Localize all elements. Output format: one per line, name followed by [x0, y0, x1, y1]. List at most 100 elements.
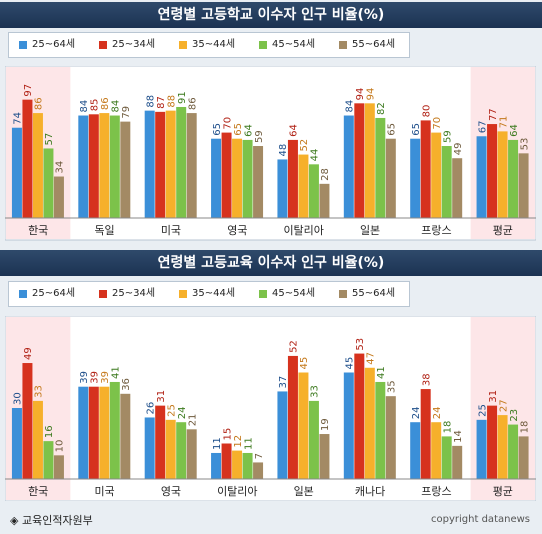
data-label: 71: [498, 116, 509, 129]
data-label: 12: [233, 435, 244, 448]
data-label: 88: [145, 95, 156, 108]
bar: [109, 115, 120, 218]
data-label: 44: [310, 149, 321, 162]
bar: [144, 110, 155, 218]
data-label: 84: [111, 100, 122, 113]
legend-label: 25~34세: [112, 288, 156, 299]
category-label: 한국: [28, 224, 48, 237]
bar: [155, 111, 166, 218]
bar: [518, 436, 529, 479]
bar: [319, 183, 330, 218]
data-label: 25: [166, 404, 177, 417]
data-label: 80: [421, 105, 432, 118]
bar: [155, 405, 166, 479]
chart2-title: 연령별 고등교육 이수자 인구 비율(%): [0, 250, 542, 276]
data-label: 23: [509, 409, 520, 422]
bar: [518, 153, 529, 218]
bar: [298, 372, 309, 479]
data-label: 88: [166, 95, 177, 108]
bar: [364, 103, 375, 218]
category-label: 이탈리아: [217, 485, 257, 498]
bar: [343, 372, 354, 479]
bar: [11, 408, 22, 479]
data-label: 39: [79, 371, 90, 384]
data-label: 41: [111, 366, 122, 379]
bar: [354, 103, 365, 218]
data-label: 49: [453, 142, 464, 155]
data-label: 86: [34, 97, 45, 110]
bar: [308, 400, 319, 479]
bar: [410, 422, 421, 479]
bar: [232, 138, 243, 218]
bar: [508, 139, 519, 218]
category-label: 평균: [493, 485, 513, 498]
data-label: 49: [23, 347, 34, 360]
bar: [186, 429, 197, 479]
data-label: 65: [212, 123, 223, 136]
data-label: 64: [289, 124, 300, 137]
bar: [99, 113, 110, 218]
bar: [120, 393, 131, 479]
category-label: 이탈리아: [283, 224, 323, 237]
legend-label: 55~64세: [352, 39, 396, 50]
bar: [186, 113, 197, 218]
bar: [319, 434, 330, 479]
legend-swatch: [99, 41, 107, 49]
data-label: 38: [421, 373, 432, 386]
data-label: 24: [177, 406, 188, 419]
data-label: 70: [432, 117, 443, 130]
bar: [476, 136, 487, 218]
data-label: 26: [145, 402, 156, 415]
bar: [78, 386, 89, 479]
category-label: 평균: [493, 224, 513, 237]
data-label: 24: [411, 406, 422, 419]
chart2-legend: 25~64세 25~34세 35~44세 45~54세 55~64세: [8, 281, 410, 307]
bar: [211, 138, 222, 218]
bar: [165, 110, 176, 218]
legend-label: 25~64세: [32, 288, 76, 299]
legend-swatch: [339, 290, 347, 298]
legend-swatch: [259, 41, 267, 49]
bar: [165, 419, 176, 479]
data-label: 30: [13, 392, 24, 405]
bar: [508, 424, 519, 479]
data-label: 67: [477, 121, 488, 134]
bar: [287, 139, 298, 218]
data-label: 7: [254, 453, 265, 459]
bar: [487, 405, 498, 479]
legend-label: 25~34세: [112, 39, 156, 50]
copyright-note: copyright datanews: [431, 514, 530, 525]
bar: [120, 121, 131, 218]
data-label: 10: [55, 440, 66, 453]
data-label: 77: [488, 108, 499, 121]
bar: [277, 159, 288, 218]
bar: [277, 391, 288, 479]
category-label: 프랑스: [421, 224, 451, 237]
bar: [211, 452, 222, 479]
data-label: 45: [345, 357, 356, 370]
legend-label: 55~64세: [352, 288, 396, 299]
data-label: 86: [187, 97, 198, 110]
data-label: 52: [289, 340, 300, 353]
bar: [88, 386, 99, 479]
bar: [487, 124, 498, 218]
category-label: 영국: [161, 485, 181, 498]
data-label: 85: [90, 99, 101, 112]
data-label: 59: [254, 130, 265, 143]
legend-swatch: [99, 290, 107, 298]
bar: [53, 455, 64, 479]
legend-swatch: [339, 41, 347, 49]
data-label: 39: [90, 371, 101, 384]
data-label: 64: [509, 124, 520, 137]
bar: [32, 113, 43, 218]
bar: [420, 389, 431, 479]
category-label: 영국: [227, 224, 247, 237]
data-label: 64: [243, 124, 254, 137]
data-label: 65: [411, 123, 422, 136]
bar: [476, 419, 487, 479]
bar: [99, 386, 110, 479]
data-label: 59: [442, 130, 453, 143]
data-label: 87: [156, 96, 167, 109]
bar: [497, 415, 508, 479]
